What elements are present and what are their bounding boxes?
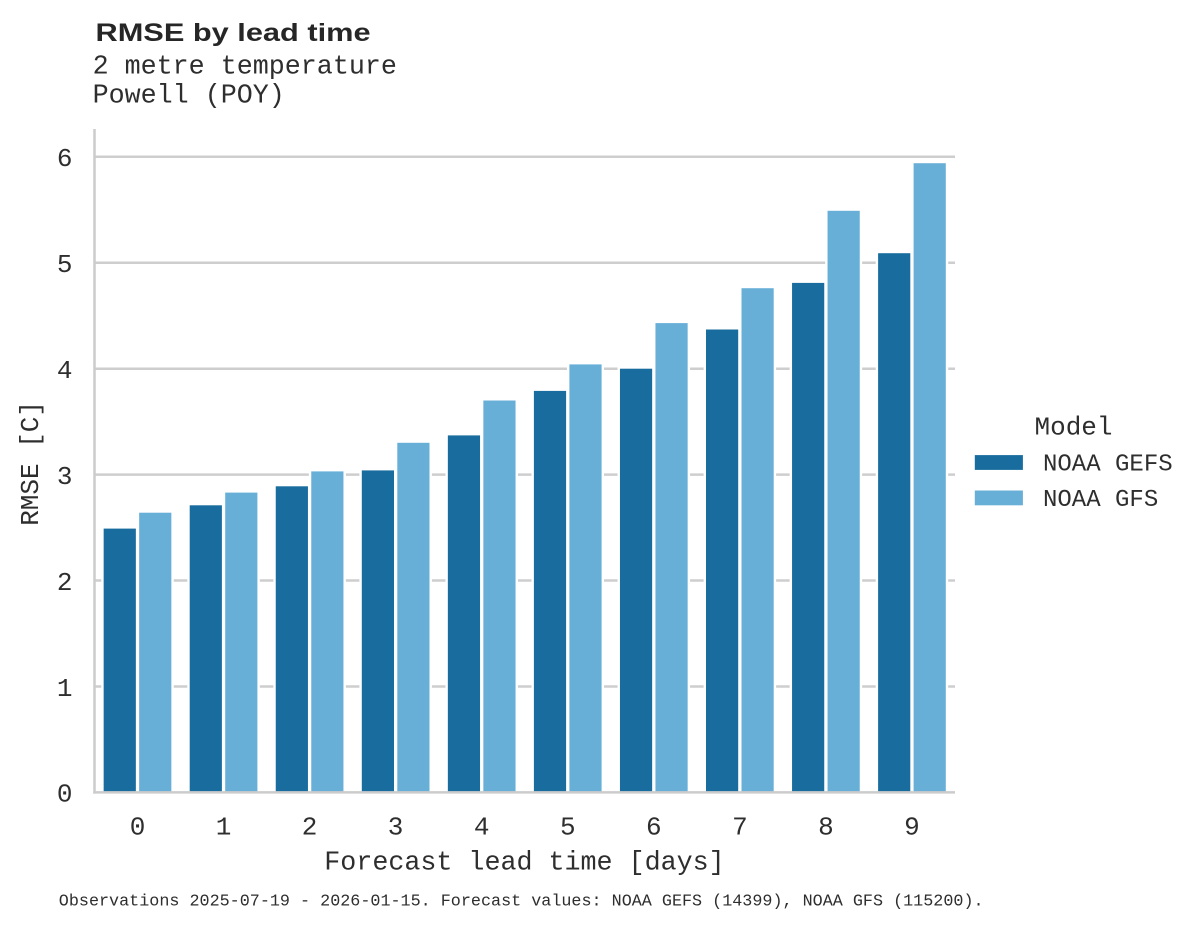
svg-text:Model: Model [1034,413,1112,443]
svg-text:1: 1 [57,674,73,704]
svg-text:2: 2 [57,568,73,598]
svg-text:6: 6 [57,144,73,174]
svg-text:6: 6 [646,812,662,842]
svg-text:2: 2 [302,812,318,842]
svg-text:1: 1 [216,812,232,842]
svg-text:NOAA GFS: NOAA GFS [1043,487,1158,514]
svg-text:3: 3 [388,812,404,842]
svg-text:5: 5 [57,250,73,280]
svg-text:7: 7 [732,812,748,842]
svg-text:8: 8 [818,812,834,842]
svg-text:4: 4 [474,812,490,842]
svg-text:0: 0 [57,780,73,810]
svg-text:Powell (POY): Powell (POY) [93,82,285,112]
svg-text:9: 9 [904,812,920,842]
svg-text:Forecast lead time [days]: Forecast lead time [days] [324,849,724,879]
svg-text:Observations 2025-07-19 - 2026: Observations 2025-07-19 - 2026-01-15. Fo… [59,892,984,911]
svg-text:RMSE [C]: RMSE [C] [16,401,46,526]
svg-text:NOAA GEFS: NOAA GEFS [1043,452,1173,479]
svg-text:3: 3 [57,462,73,492]
svg-text:0: 0 [130,812,146,842]
svg-text:5: 5 [560,812,576,842]
svg-text:2 metre temperature: 2 metre temperature [93,53,397,83]
svg-text:RMSE by lead time: RMSE by lead time [96,19,371,47]
svg-text:4: 4 [57,356,73,386]
